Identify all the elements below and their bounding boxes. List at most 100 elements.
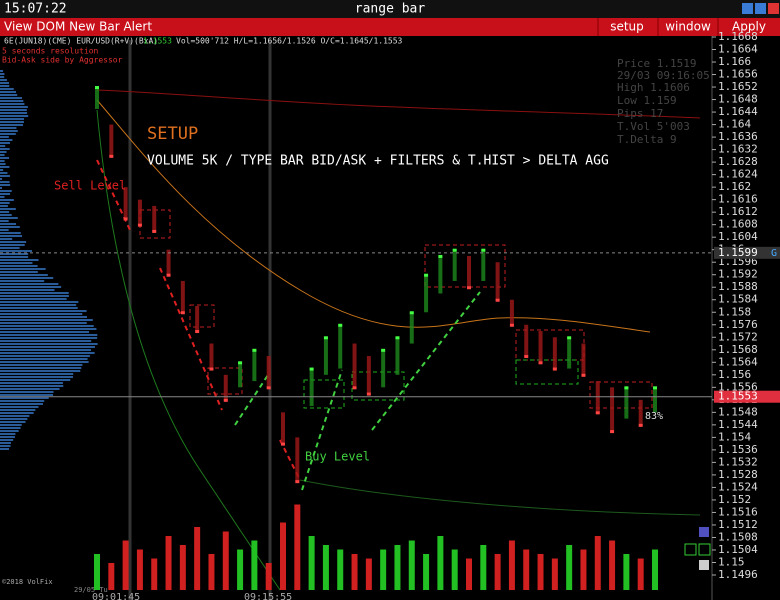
profile-bar bbox=[0, 445, 11, 447]
y-tick-label: 1.156 bbox=[718, 368, 751, 381]
tool-button[interactable] bbox=[699, 527, 709, 537]
profile-bar bbox=[0, 409, 36, 411]
volume-bar bbox=[265, 563, 272, 590]
clock: 15:07:22 bbox=[4, 2, 67, 17]
profile-bar bbox=[0, 172, 8, 174]
maximize[interactable] bbox=[755, 3, 766, 14]
profile-bar bbox=[0, 346, 95, 348]
moving-average bbox=[96, 99, 651, 333]
profile-bar bbox=[0, 142, 10, 144]
profile-bar bbox=[0, 118, 24, 120]
close-tick bbox=[567, 336, 572, 340]
volume-bar bbox=[322, 545, 329, 590]
profile-bar bbox=[0, 394, 54, 396]
menu-left[interactable]: View DOM New Bar Alert bbox=[4, 20, 152, 34]
menu-item[interactable]: window bbox=[665, 20, 711, 34]
profile-bar bbox=[0, 247, 20, 249]
profile-bar bbox=[0, 334, 98, 336]
range-bar bbox=[195, 306, 200, 332]
range-bar bbox=[381, 349, 386, 388]
info-line: T.Vol 5'003 bbox=[617, 120, 690, 133]
profile-bar bbox=[0, 199, 14, 201]
setup-description: VOLUME 5K / TYPE BAR BID/ASK + FILTERS &… bbox=[147, 154, 609, 169]
y-tick-label: 1.1568 bbox=[718, 343, 758, 356]
volume-bar bbox=[237, 549, 244, 590]
trend-line bbox=[159, 267, 223, 411]
note: Bid-Ask side by Aggressor bbox=[2, 56, 123, 65]
menu-item[interactable]: setup bbox=[610, 20, 644, 34]
close-tick bbox=[323, 336, 328, 340]
profile-bar bbox=[0, 427, 21, 429]
y-tick-label: 1.15 bbox=[718, 555, 745, 568]
range-bar bbox=[653, 387, 657, 413]
minimize[interactable] bbox=[742, 3, 753, 14]
moving-average bbox=[299, 479, 701, 516]
volume-bar bbox=[423, 554, 430, 590]
setup-label: SETUP bbox=[147, 124, 198, 144]
profile-bar bbox=[0, 109, 27, 111]
volume-bar bbox=[108, 563, 115, 590]
y-tick-label: 1.1644 bbox=[718, 105, 758, 118]
time-label: 09:15:55 bbox=[244, 592, 292, 600]
menu-item[interactable]: Apply bbox=[732, 20, 766, 34]
volume-bar bbox=[494, 554, 501, 590]
range-bar bbox=[567, 337, 572, 369]
profile-bar bbox=[0, 211, 10, 213]
profile-bar bbox=[0, 301, 79, 303]
profile-bar bbox=[0, 271, 38, 273]
volume-bar bbox=[437, 536, 444, 590]
profile-bar bbox=[0, 421, 26, 423]
profile-bar bbox=[0, 283, 59, 285]
profile-bar bbox=[0, 214, 12, 216]
close-tick bbox=[223, 398, 228, 402]
profile-bar bbox=[0, 178, 2, 180]
y-tick-label: 1.1652 bbox=[718, 80, 758, 93]
profile-bar bbox=[0, 202, 10, 204]
profile-bar bbox=[0, 295, 69, 297]
range-bar bbox=[438, 255, 443, 294]
y-tick-label: 1.1556 bbox=[718, 380, 758, 393]
close-tick bbox=[638, 423, 643, 427]
close-tick bbox=[266, 386, 271, 390]
volume-bar bbox=[94, 554, 100, 590]
y-tick-label: 1.158 bbox=[718, 305, 751, 318]
profile-bar bbox=[0, 100, 24, 102]
y-tick-label: 1.1588 bbox=[718, 280, 758, 293]
close-tick bbox=[366, 392, 371, 396]
moving-average bbox=[96, 89, 701, 119]
volume-bar bbox=[308, 536, 315, 590]
volume-bar bbox=[179, 545, 186, 590]
close-tick bbox=[95, 86, 99, 90]
trend-line bbox=[301, 369, 343, 491]
tool-button[interactable] bbox=[684, 543, 697, 556]
range-bar bbox=[281, 412, 285, 444]
info-panel: Price 1.1519 29/03 09:16:05 High 1.1606 … bbox=[617, 57, 710, 146]
close-tick bbox=[252, 348, 257, 352]
y-tick-label: 1.1668 bbox=[718, 30, 758, 43]
close-tick bbox=[352, 386, 357, 390]
profile-bar bbox=[0, 223, 17, 225]
volume-bar bbox=[537, 554, 544, 590]
range-bar bbox=[452, 249, 457, 281]
close-tick bbox=[595, 411, 600, 415]
range-bar bbox=[295, 437, 300, 482]
profile-bar bbox=[0, 121, 24, 123]
close[interactable] bbox=[768, 3, 779, 14]
range-bar bbox=[323, 337, 328, 375]
profile-bar bbox=[0, 70, 4, 72]
profile-bar bbox=[0, 163, 6, 165]
y-tick-label: 1.164 bbox=[718, 118, 751, 131]
close-tick bbox=[467, 286, 471, 290]
volume-bar bbox=[609, 540, 616, 590]
profile-bar bbox=[0, 403, 43, 405]
profile-bar bbox=[0, 412, 34, 414]
profile-bar bbox=[0, 289, 55, 291]
y-tick-label: 1.152 bbox=[718, 493, 751, 506]
y-tick-label: 1.1636 bbox=[718, 130, 758, 143]
tool-button[interactable] bbox=[698, 543, 711, 556]
profile-bar bbox=[0, 190, 12, 192]
tool-button[interactable] bbox=[699, 560, 709, 570]
profile-bar bbox=[0, 310, 87, 312]
close-tick bbox=[581, 373, 586, 377]
volume-bar bbox=[136, 549, 143, 590]
